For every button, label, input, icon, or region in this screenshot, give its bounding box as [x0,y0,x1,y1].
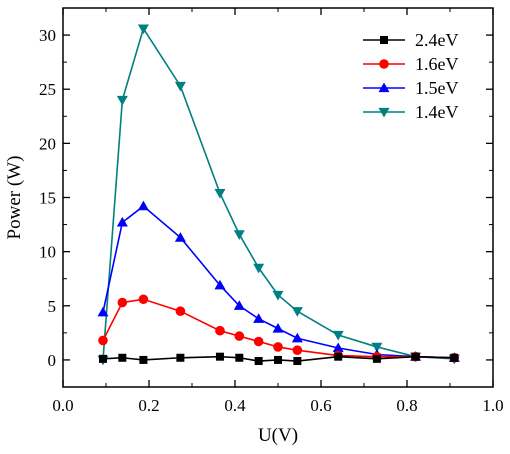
data-point [274,355,282,364]
series-line [102,26,455,360]
data-point [253,313,265,323]
data-point [175,306,186,317]
series-1.4eV [97,24,460,366]
data-point [215,352,224,361]
data-point [291,332,303,343]
legend-item: 2.4eV [363,30,459,50]
data-point [450,353,459,362]
y-tick-label: 5 [48,297,57,316]
data-point [371,342,383,353]
data-point [98,354,107,363]
axis-ticks: 0.0 0.2 0.4 0.6 0.8 1.0 0 5 10 15 20 25 30 [39,8,504,415]
data-point [97,306,109,317]
series-line [102,205,455,359]
data-point [116,95,128,106]
legend-item: 1.4eV [363,102,459,122]
data-point [292,345,303,355]
x-tick-label: 1.0 [482,396,503,415]
data-point [174,81,186,92]
legend-marker [380,36,388,44]
legend-item: 1.5eV [363,78,459,98]
data-point [332,342,344,353]
y-tick-label: 15 [39,189,56,208]
data-point [233,300,245,310]
legend-label: 1.5eV [415,78,459,98]
x-axis-label: U(V) [258,425,298,446]
legend-label: 2.4eV [415,30,459,50]
series-layer [97,24,460,366]
legend-marker [378,107,390,118]
data-point [272,290,284,301]
y-tick-label: 30 [39,26,56,45]
data-point [253,263,265,274]
data-point [334,352,343,361]
y-axis-label: Power (W) [4,156,25,240]
data-point [116,216,128,227]
data-point [332,330,344,341]
data-point [291,307,303,317]
data-point [137,24,149,35]
x-tick-label: 0.2 [138,396,159,415]
series-1.5eV [97,200,460,362]
legend-item: 1.6eV [363,54,459,74]
data-point [137,200,149,211]
y-tick-label: 25 [39,80,56,99]
y-tick-label: 10 [39,243,56,262]
legend-marker [379,59,389,69]
data-point [234,331,245,341]
x-tick-label: 0.8 [396,396,417,415]
data-point [118,353,127,362]
legend: 2.4eV 1.6eV 1.5eV 1.4eV [363,30,459,122]
series-2.4eV [98,352,459,366]
data-point [176,353,185,362]
x-tick-label: 0.0 [52,396,73,415]
legend-label: 1.4eV [415,102,459,122]
y-tick-label: 20 [39,134,56,153]
data-point [254,357,263,366]
y-tick-label: 0 [48,351,57,370]
data-point [253,336,264,347]
legend-marker [378,82,390,93]
data-point [214,189,226,199]
data-point [215,325,225,336]
data-point [214,279,226,290]
data-point [273,342,283,352]
data-point [372,354,381,363]
data-point [117,297,128,308]
data-point [174,232,186,242]
x-tick-label: 0.4 [224,396,246,415]
data-point [411,352,420,361]
data-point [235,353,244,362]
x-tick-label: 0.6 [310,396,331,415]
data-point [139,355,148,364]
data-point [293,357,302,366]
data-point [233,230,245,240]
data-point [98,335,108,346]
data-point [272,323,284,333]
data-point [138,294,149,305]
legend-label: 1.6eV [415,54,459,74]
